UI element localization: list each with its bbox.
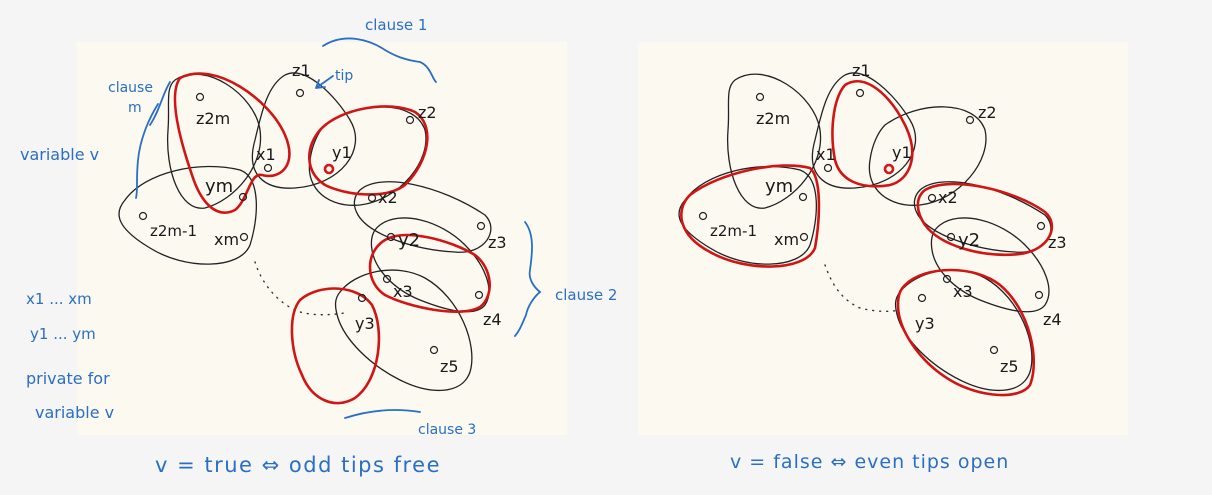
vertex-x1: [263, 163, 273, 173]
vertices-r: [698, 88, 1046, 355]
label-xm: xm: [214, 230, 239, 249]
annot-clause-2: clause 2: [555, 286, 617, 304]
annot-private-b: variable v: [35, 403, 114, 422]
left-diagram: z1 z2m x1 z2 y1 ym z2m-1 xm x2 z3 y2 x3 …: [20, 16, 617, 438]
label-y1-r: y1: [892, 143, 912, 162]
annot-clause-m-a: clause: [108, 80, 153, 96]
label-ym: ym: [205, 176, 233, 197]
label-x1: x1: [256, 145, 276, 164]
vertex-z2: [405, 115, 415, 125]
edge-clause-1-top-r: [811, 72, 916, 189]
label-z4: z4: [483, 310, 502, 329]
label-z2m-1-r: z2m-1: [710, 222, 757, 240]
brace-clause-3: [344, 409, 421, 419]
red-edge-x1-r: [831, 79, 914, 188]
annot-variable-v: variable v: [20, 145, 99, 164]
red-edge-y1: [308, 105, 429, 196]
ellipsis-dots-r: [824, 264, 901, 313]
vertex-z2m-1: [138, 211, 148, 221]
vertex-z1: [295, 88, 305, 98]
vertex-y2: [386, 232, 396, 242]
vertices: [138, 88, 486, 355]
annot-private-a: private for: [26, 369, 110, 388]
edge-x2-z3: [353, 181, 492, 253]
label-x1-r: x1: [816, 145, 836, 164]
brace-variable-v: [135, 103, 159, 199]
caption-left: v = true ⇔ odd tips free: [155, 453, 441, 477]
annot-clause-3: clause 3: [418, 422, 476, 438]
edge-z2: [308, 106, 427, 206]
annot-y-list: y1 ... ym: [30, 325, 96, 343]
right-panel: [638, 42, 1128, 435]
label-y2: y2: [398, 230, 420, 251]
annot-tip: tip: [335, 68, 353, 84]
label-y1: y1: [332, 143, 352, 162]
annot-x-list: x1 ... xm: [26, 290, 92, 308]
ellipsis-dots: [254, 261, 346, 316]
red-edge-x2-z3-r: [916, 182, 1054, 256]
label-x2: x2: [378, 188, 398, 207]
label-z5-r: z5: [1000, 357, 1019, 376]
vertex-x3: [382, 274, 392, 284]
label-x3-r: x3: [953, 282, 973, 301]
right-diagram: z1 z2m x1 z2 y1 ym z2m-1 xm x2 z3 y2 x3 …: [678, 61, 1067, 397]
vertex-z5: [429, 345, 439, 355]
red-edge-variable-r: [680, 164, 821, 268]
label-y3-r: y3: [915, 314, 935, 333]
label-y2-r: y2: [958, 230, 980, 251]
label-z3-r: z3: [1048, 233, 1067, 252]
edge-clause-m-r: [726, 73, 822, 209]
label-z3: z3: [488, 233, 507, 252]
vertex-z2m: [195, 92, 205, 102]
label-z4-r: z4: [1043, 310, 1062, 329]
vertex-y1: [323, 163, 335, 175]
label-z1: z1: [292, 61, 311, 80]
red-edge-y3: [290, 287, 381, 405]
brace-clause-m: [149, 81, 171, 126]
vertex-z4: [474, 290, 484, 300]
edge-clause-m: [166, 73, 262, 209]
vertex-z3: [476, 221, 486, 231]
annot-clause-1: clause 1: [365, 16, 427, 34]
edge-z2-r: [868, 106, 987, 206]
label-z5: z5: [440, 357, 459, 376]
edge-variable-ym: [118, 165, 257, 265]
label-z2-r: z2: [978, 103, 997, 122]
caption-right: v = false ⇔ even tips open: [730, 451, 1009, 473]
label-xm-r: xm: [774, 230, 799, 249]
edge-clause-1-top: [251, 72, 356, 189]
arrow-tip: [315, 75, 334, 89]
label-z2: z2: [418, 103, 437, 122]
label-z1-r: z1: [852, 61, 871, 80]
label-x2-r: x2: [938, 188, 958, 207]
red-edge-clause-m: [173, 72, 291, 214]
edge-x2-z3-r: [913, 181, 1052, 253]
label-y3: y3: [355, 314, 375, 333]
red-edge-y2-z4: [368, 233, 491, 313]
vertex-xm: [239, 232, 249, 242]
annot-clause-m-b: m: [128, 100, 142, 116]
edge-variable-ym-r: [678, 165, 817, 265]
label-ym-r: ym: [765, 176, 793, 197]
edge-x3-z5: [334, 269, 473, 391]
brace-clause-1: [322, 37, 437, 83]
label-z2m-r: z2m: [756, 109, 790, 128]
vertex-y3: [357, 293, 367, 303]
edge-y2-z4-r: [930, 217, 1050, 313]
label-z2m-1: z2m-1: [150, 222, 197, 240]
brace-clause-2: [514, 221, 542, 337]
red-edge-z5-r: [896, 268, 1036, 397]
label-z2m: z2m: [196, 109, 230, 128]
vertex-ym: [238, 192, 248, 202]
label-x3: x3: [393, 282, 413, 301]
vertex-x2: [367, 193, 377, 203]
